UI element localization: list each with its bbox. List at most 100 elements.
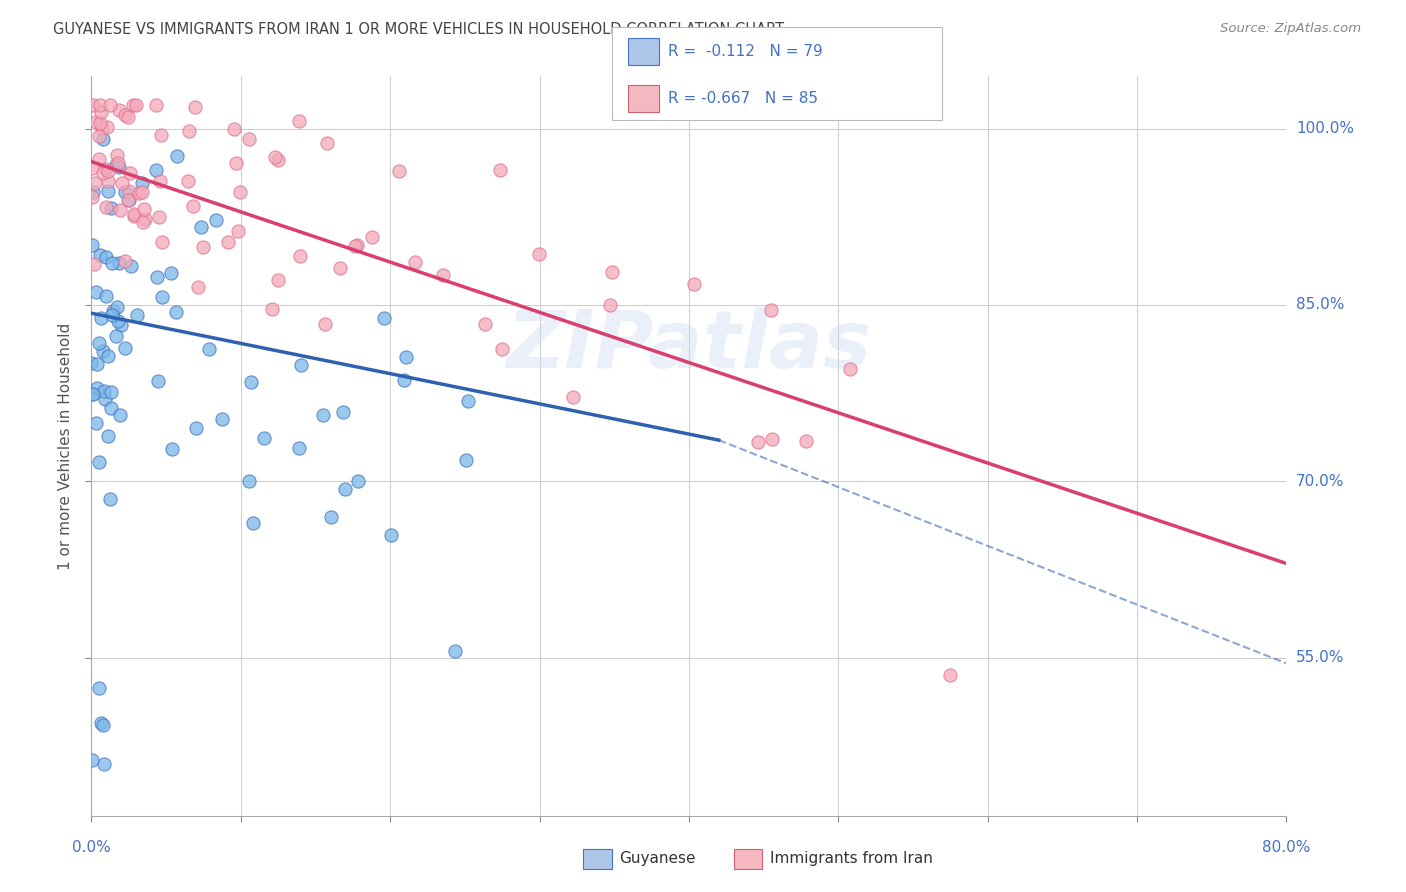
Point bbox=[114, 185, 136, 199]
Point bbox=[120, 166, 142, 180]
Point bbox=[93, 757, 115, 772]
Point bbox=[124, 209, 146, 223]
Point bbox=[100, 201, 122, 215]
Point bbox=[86, 382, 108, 396]
Point bbox=[80, 161, 103, 176]
Text: ZIPatlas: ZIPatlas bbox=[506, 307, 872, 385]
Point bbox=[90, 716, 112, 731]
Point bbox=[229, 186, 252, 200]
Point bbox=[122, 207, 145, 221]
Point bbox=[82, 98, 104, 112]
Point bbox=[145, 163, 167, 178]
Point bbox=[93, 718, 115, 732]
Point bbox=[226, 224, 249, 238]
Point bbox=[93, 166, 115, 180]
Point bbox=[211, 411, 233, 425]
Point bbox=[87, 152, 110, 166]
Point bbox=[262, 301, 284, 316]
Point bbox=[89, 455, 111, 469]
Point bbox=[599, 298, 621, 312]
Point bbox=[82, 387, 104, 401]
Point bbox=[290, 358, 312, 372]
Point bbox=[145, 98, 167, 112]
Point bbox=[240, 376, 263, 390]
Point bbox=[263, 150, 285, 164]
Point bbox=[238, 474, 260, 488]
Point bbox=[98, 491, 121, 506]
Point bbox=[238, 132, 260, 146]
Point bbox=[747, 434, 769, 449]
Point bbox=[82, 186, 104, 200]
Point bbox=[86, 357, 108, 371]
Point bbox=[457, 394, 479, 409]
Point bbox=[242, 516, 264, 531]
Point bbox=[105, 301, 128, 315]
Point bbox=[80, 753, 103, 767]
Point bbox=[388, 164, 411, 178]
Point bbox=[97, 163, 120, 178]
Y-axis label: 1 or more Vehicles in Household: 1 or more Vehicles in Household bbox=[58, 322, 73, 570]
Point bbox=[114, 341, 136, 355]
Point bbox=[90, 310, 112, 325]
Point bbox=[84, 285, 107, 300]
Point bbox=[454, 453, 477, 467]
Point bbox=[94, 289, 117, 303]
Point bbox=[108, 103, 131, 118]
Point bbox=[118, 184, 141, 198]
Point bbox=[108, 202, 131, 217]
Point bbox=[444, 643, 467, 657]
Point bbox=[561, 391, 583, 405]
Point bbox=[83, 257, 105, 271]
Point bbox=[84, 416, 107, 430]
Point bbox=[91, 344, 114, 359]
Point bbox=[319, 510, 342, 524]
Text: R =  -0.112   N = 79: R = -0.112 N = 79 bbox=[668, 44, 823, 59]
Point bbox=[166, 149, 188, 163]
Point bbox=[118, 193, 141, 207]
Point bbox=[87, 336, 110, 351]
Point bbox=[181, 199, 204, 213]
Point bbox=[91, 132, 114, 146]
Point bbox=[94, 392, 117, 407]
Point bbox=[97, 428, 120, 442]
Point bbox=[96, 200, 118, 214]
Point bbox=[404, 255, 426, 269]
Text: Guyanese: Guyanese bbox=[619, 852, 695, 866]
Point bbox=[225, 156, 247, 170]
Text: 70.0%: 70.0% bbox=[1296, 474, 1344, 489]
Point bbox=[346, 237, 368, 252]
Point bbox=[132, 202, 155, 216]
Point bbox=[93, 384, 115, 398]
Point bbox=[107, 156, 129, 170]
Text: 85.0%: 85.0% bbox=[1296, 297, 1344, 312]
Point bbox=[344, 239, 367, 253]
Point bbox=[117, 194, 139, 208]
Point bbox=[127, 308, 149, 322]
Text: GUYANESE VS IMMIGRANTS FROM IRAN 1 OR MORE VEHICLES IN HOUSEHOLD CORRELATION CHA: GUYANESE VS IMMIGRANTS FROM IRAN 1 OR MO… bbox=[53, 22, 785, 37]
Point bbox=[179, 124, 201, 138]
Point bbox=[839, 362, 862, 376]
Point bbox=[108, 160, 131, 174]
Point bbox=[432, 268, 454, 283]
Point bbox=[146, 374, 169, 388]
Point bbox=[361, 230, 384, 244]
Point bbox=[761, 433, 783, 447]
Point bbox=[329, 260, 352, 275]
Point bbox=[474, 317, 496, 331]
Point bbox=[100, 98, 122, 112]
Point bbox=[150, 290, 173, 304]
Text: 55.0%: 55.0% bbox=[1296, 650, 1344, 665]
Point bbox=[205, 213, 228, 227]
Point bbox=[80, 238, 103, 252]
Point bbox=[380, 527, 402, 541]
Text: Source: ZipAtlas.com: Source: ZipAtlas.com bbox=[1220, 22, 1361, 36]
Point bbox=[91, 120, 114, 135]
Point bbox=[121, 98, 143, 112]
Point bbox=[373, 311, 395, 326]
Point bbox=[84, 115, 107, 129]
Point bbox=[128, 186, 150, 201]
Point bbox=[87, 681, 110, 696]
Point bbox=[89, 105, 111, 120]
Point bbox=[315, 136, 337, 150]
Point bbox=[89, 248, 111, 262]
